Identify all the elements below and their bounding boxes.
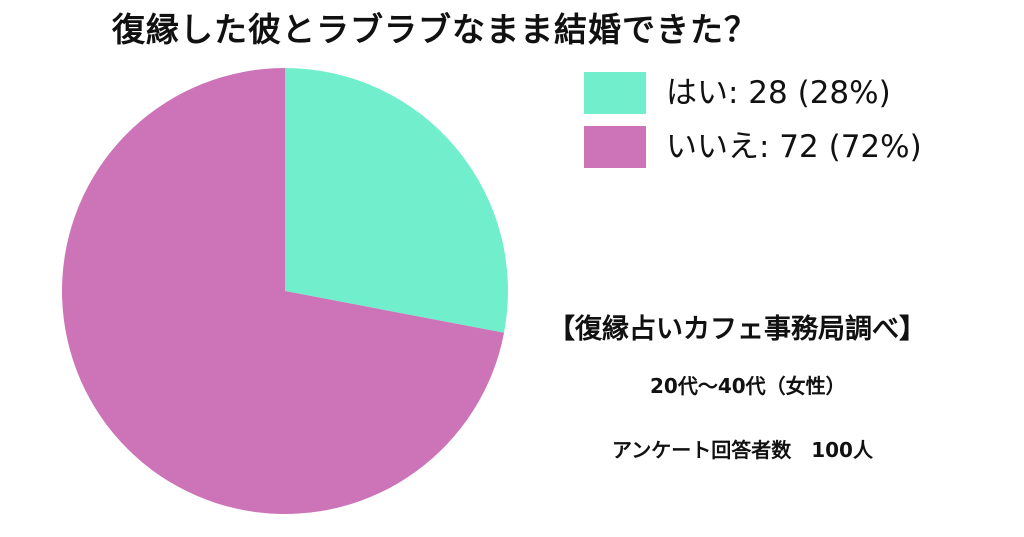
legend-swatch-1	[584, 126, 646, 168]
pie-slice-0	[285, 68, 508, 333]
pie-chart	[61, 68, 508, 514]
legend-label-0: はい: 28 (28%)	[666, 75, 891, 111]
pie-slice-1	[61, 68, 505, 514]
legend-swatch-0	[584, 72, 646, 114]
demographic-note: 20代〜40代（女性）	[650, 374, 846, 398]
legend-label-1: いいえ: 72 (72%)	[666, 129, 922, 165]
chart-title: 復縁した彼とラブラブなまま結婚できた？	[112, 10, 758, 49]
source-note: 【復縁占いカフェ事務局調べ】	[548, 314, 926, 345]
legend: はい: 28 (28%) いいえ: 72 (72%)	[584, 66, 922, 174]
legend-item-1: いいえ: 72 (72%)	[584, 120, 922, 174]
legend-item-0: はい: 28 (28%)	[584, 66, 922, 120]
sample-size-note: アンケート回答者数 100人	[612, 438, 873, 462]
